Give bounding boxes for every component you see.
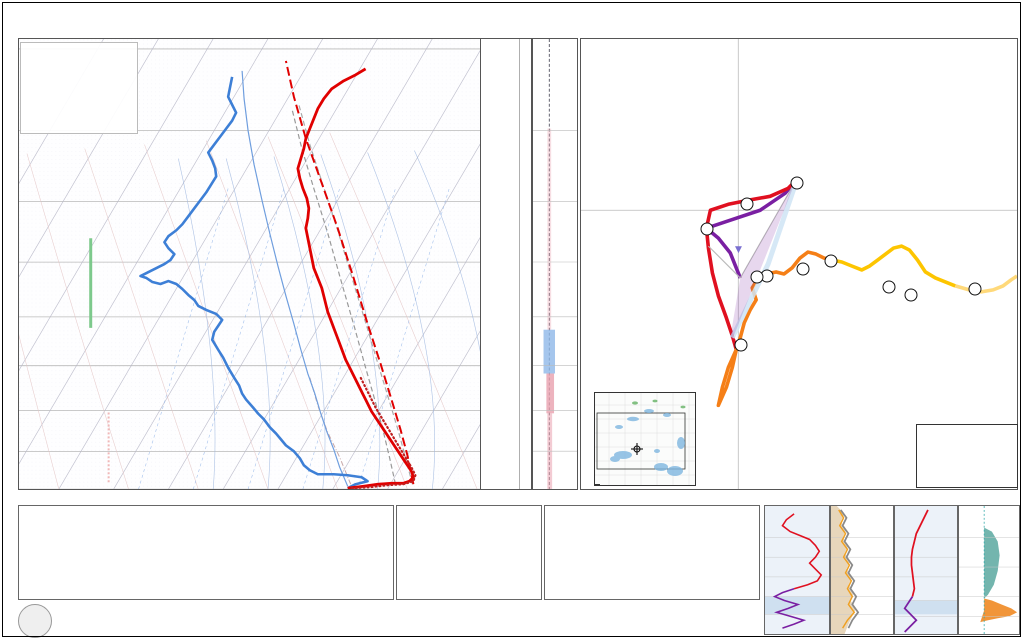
hodo-marker	[904, 288, 918, 302]
ml-6cape	[178, 515, 232, 518]
radar-inset[interactable]	[594, 392, 696, 486]
hodo-marker	[824, 254, 838, 268]
wind-barbs	[519, 39, 520, 489]
dtm-marker-icon: ▼	[735, 245, 742, 255]
thermo-grid	[19, 506, 393, 518]
hodo-marker	[796, 262, 810, 276]
sounderpy-logo	[18, 604, 52, 638]
radar-map	[595, 393, 695, 485]
moisture-table	[396, 505, 542, 600]
vorticity-panel[interactable]	[830, 505, 894, 635]
swz-value	[725, 522, 759, 525]
omega-value	[500, 519, 541, 522]
hodo-marker	[790, 176, 804, 190]
srh-value	[625, 522, 659, 525]
ml-cape	[125, 515, 179, 518]
srwind-panel[interactable]	[894, 505, 958, 635]
rh-row-label	[397, 519, 459, 522]
legend-entry-muecape	[25, 88, 133, 99]
srh-bwd-inset	[916, 424, 1018, 488]
ml-cin	[286, 515, 340, 518]
legend-entry-dwndrft	[25, 120, 133, 131]
streamwiseness-plot	[765, 506, 829, 634]
srw-value	[658, 522, 692, 525]
kin-row-label	[545, 522, 591, 525]
ml-lcl	[339, 515, 393, 518]
hodo-marker	[700, 222, 714, 236]
legend-entry-mucape	[25, 109, 133, 120]
wind-barb-column	[480, 38, 532, 490]
radar-valid-label	[594, 484, 600, 486]
hodo-marker	[734, 338, 748, 352]
streamwiseness-panel[interactable]	[764, 505, 830, 635]
legend-entry-mlcape	[25, 99, 133, 110]
kin-grid	[545, 506, 759, 525]
hodograph-plot	[581, 39, 1018, 489]
legend-entry-wetbulb	[25, 46, 133, 57]
ml-3cape	[232, 515, 286, 518]
kinematics-table	[544, 505, 760, 600]
table-row	[397, 519, 541, 522]
legend-entry-dewpoint	[25, 67, 133, 78]
hodo-marker	[750, 270, 764, 284]
legend-entry-virtual	[25, 57, 133, 68]
hodo-marker	[740, 197, 754, 211]
swzp-value	[692, 522, 726, 525]
stepwise-plot	[959, 506, 1019, 634]
thermodynamics-table	[18, 505, 394, 600]
table-row	[545, 522, 759, 525]
stepwise-cape-panel[interactable]	[958, 505, 1020, 635]
omega-bars	[533, 39, 577, 489]
omega-column	[532, 38, 578, 490]
row-label-ml	[19, 515, 71, 518]
ml-sr-ecape	[71, 515, 125, 518]
legend-entry-temperature	[25, 78, 133, 89]
rh-grid	[397, 506, 541, 522]
hodo-marker	[882, 280, 896, 294]
table-row	[19, 515, 393, 518]
hodo-marker	[968, 282, 982, 296]
srwind-plot	[895, 506, 957, 634]
rh-value	[459, 519, 500, 522]
skewt-legend	[20, 42, 138, 134]
vorticity-plot	[831, 506, 893, 634]
bwd-value	[591, 522, 625, 525]
